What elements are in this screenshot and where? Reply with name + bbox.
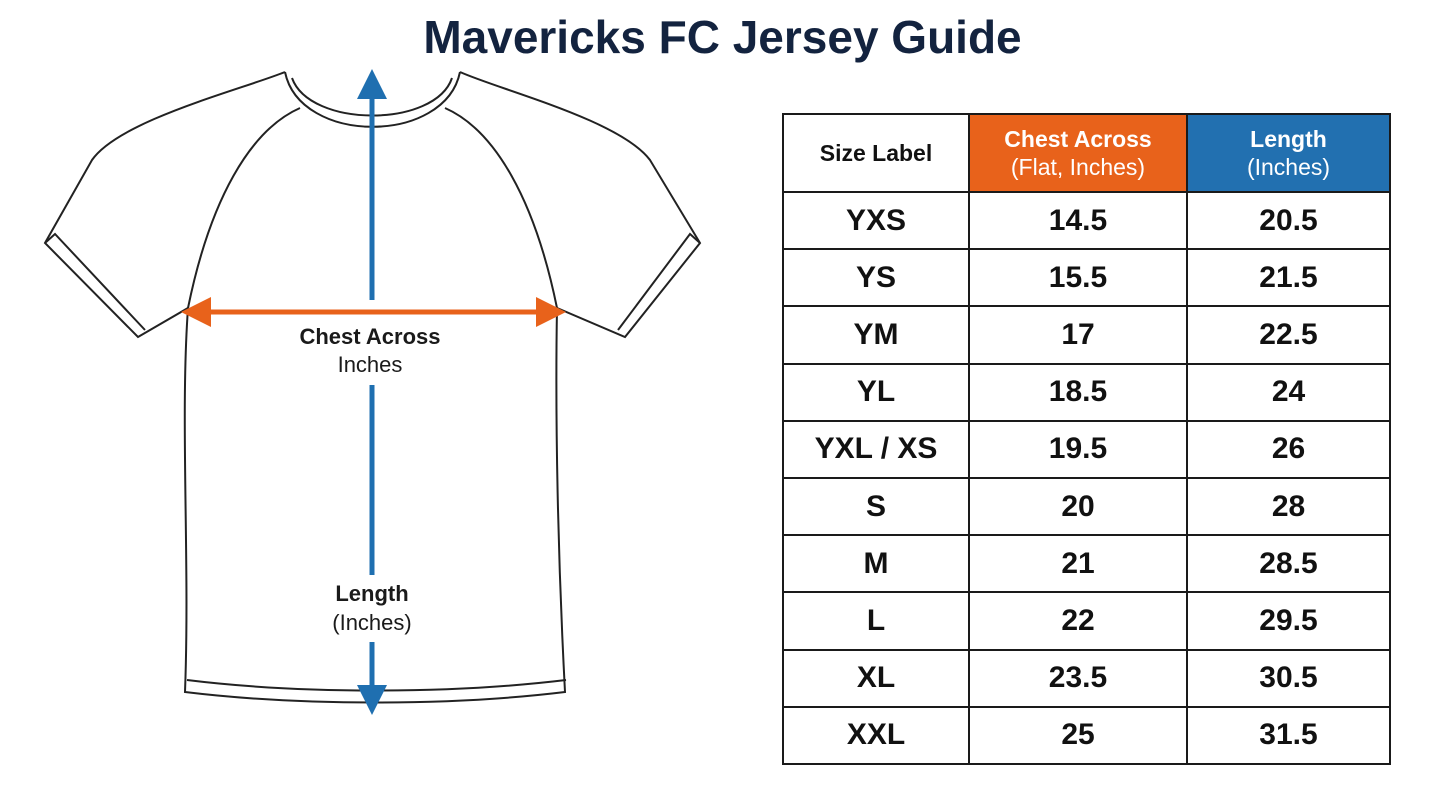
- table-row: S 20 28: [782, 476, 1391, 537]
- table-cell: 21: [968, 534, 1188, 594]
- table-cell: 17: [968, 305, 1188, 365]
- table-cell: 19.5: [968, 419, 1188, 479]
- table-cell: 14.5: [968, 190, 1188, 251]
- header-cell: Size Label: [782, 113, 970, 193]
- table-row: XL 23.5 30.5: [782, 648, 1391, 708]
- table-row: YM 17 22.5: [782, 305, 1391, 365]
- table-row: YL 18.5 24: [782, 362, 1391, 422]
- table-cell: YXS: [782, 190, 970, 251]
- table-cell: 26: [1186, 419, 1391, 479]
- table-row: M 21 28.5: [782, 534, 1391, 594]
- page-title: Mavericks FC Jersey Guide: [423, 11, 1022, 63]
- table-cell: 20: [968, 476, 1188, 537]
- table-cell: 24: [1186, 362, 1391, 422]
- table-row: XXL 25 31.5: [782, 705, 1391, 766]
- header-text: Size Label: [819, 140, 933, 166]
- table-cell: 31.5: [1186, 705, 1391, 766]
- chest-label: Inches: [338, 352, 403, 377]
- table-cell: M: [782, 534, 970, 594]
- header-text: (Flat, Inches): [1010, 154, 1146, 180]
- length-label: Length: [335, 581, 408, 606]
- table-cell: XL: [782, 648, 970, 708]
- table-cell: 20.5: [1186, 190, 1391, 251]
- length-label: (Inches): [332, 610, 411, 635]
- table-cell: 18.5: [968, 362, 1188, 422]
- table-cell: L: [782, 591, 970, 651]
- table-cell: 28.5: [1186, 534, 1391, 594]
- jersey-diagram: Chest Across Inches Length (Inches): [43, 69, 702, 715]
- table-cell: 25: [968, 705, 1188, 766]
- table-cell: 23.5: [968, 648, 1188, 708]
- header-text: Chest Across: [1004, 126, 1152, 152]
- table-cell: YXL / XS: [782, 419, 970, 479]
- header-cell: Chest Across (Flat, Inches): [968, 113, 1188, 193]
- table-cell: YS: [782, 248, 970, 308]
- table-cell: 30.5: [1186, 648, 1391, 708]
- table-cell: 21.5: [1186, 248, 1391, 308]
- table-cell: 28: [1186, 476, 1391, 537]
- table-cell: 29.5: [1186, 591, 1391, 651]
- table-row: YXS 14.5 20.5: [782, 190, 1391, 251]
- table-cell: YM: [782, 305, 970, 365]
- table-row: L 22 29.5: [782, 591, 1391, 651]
- size-table: Size Label Chest Across (Flat, Inches) Leng…: [782, 113, 1391, 766]
- table-row: YS 15.5 21.5: [782, 248, 1391, 308]
- table-cell: XXL: [782, 705, 970, 766]
- table-cell: 22: [968, 591, 1188, 651]
- table-cell: S: [782, 476, 970, 537]
- table-cell: 22.5: [1186, 305, 1391, 365]
- table-cell: 15.5: [968, 248, 1188, 308]
- table-cell: YL: [782, 362, 970, 422]
- chest-label: Chest Across: [299, 324, 440, 349]
- table-row: YXL / XS 19.5 26: [782, 419, 1391, 479]
- header-text: Length: [1250, 126, 1327, 152]
- header-text: (Inches): [1246, 154, 1331, 180]
- header-cell: Length (Inches): [1186, 113, 1391, 193]
